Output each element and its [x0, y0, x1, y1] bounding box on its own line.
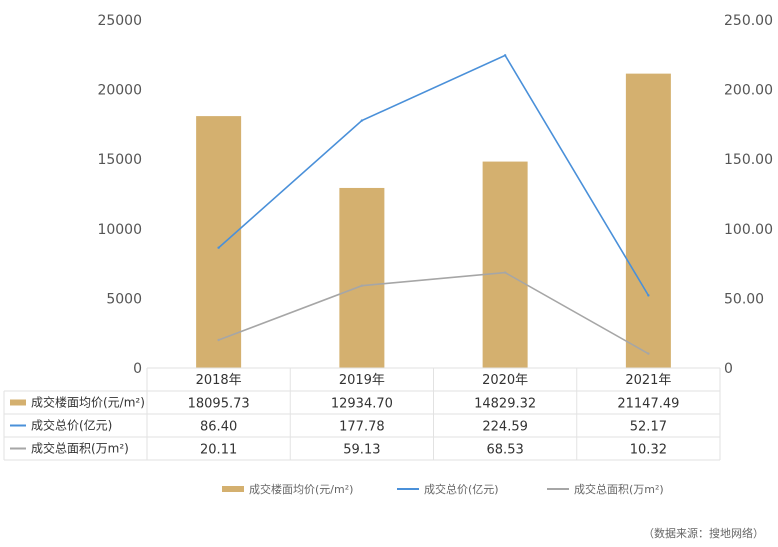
- right-tick-label: 250.00: [724, 13, 773, 29]
- row-key-swatch: [10, 399, 26, 406]
- line-point: [217, 246, 220, 249]
- line-point: [360, 284, 364, 287]
- category-label: 2021年: [625, 373, 671, 388]
- bar: [625, 73, 671, 368]
- right-tick-label: 0: [724, 361, 733, 377]
- table-cell: 10.32: [630, 443, 667, 458]
- line-series: [217, 54, 650, 355]
- line-point: [647, 352, 650, 355]
- bar: [196, 116, 242, 368]
- source-note: （数据来源：搜地网络）: [643, 526, 764, 540]
- bar-series: [196, 73, 671, 368]
- left-tick-label: 20000: [97, 83, 142, 99]
- category-label: 2018年: [196, 373, 242, 388]
- left-tick-label: 0: [133, 361, 142, 377]
- left-tick-label: 15000: [97, 152, 142, 168]
- legend-swatch: [222, 486, 244, 492]
- legend-label: 成交楼面均价(元/m²): [249, 482, 353, 496]
- category-label: 2020年: [482, 373, 528, 388]
- right-axis-ticks: 0 50.00 100.00 150.00 200.00 250.00: [724, 13, 773, 377]
- table-cell: 18095.73: [188, 397, 250, 412]
- right-tick-label: 100.00: [724, 222, 773, 238]
- bar: [482, 161, 528, 368]
- legend-label: 成交总面积(万m²): [574, 482, 664, 496]
- table-cell: 59.13: [343, 443, 380, 458]
- legend-label: 成交总价(亿元): [424, 482, 499, 496]
- total-price-line: [218, 54, 650, 296]
- legend: 成交楼面均价(元/m²) 成交总价(亿元) 成交总面积(万m²): [222, 482, 664, 496]
- line-point: [360, 119, 364, 122]
- table-cell: 177.78: [339, 420, 385, 435]
- category-label: 2019年: [339, 373, 385, 388]
- row-label: 成交楼面均价(元/m²): [31, 395, 145, 410]
- right-tick-label: 200.00: [724, 83, 773, 99]
- left-tick-label: 25000: [97, 13, 142, 29]
- line-point: [503, 54, 507, 57]
- left-tick-label: 5000: [106, 291, 142, 307]
- table-cell: 52.17: [630, 420, 667, 435]
- total-area-line: [218, 271, 649, 355]
- table-cell: 20.11: [200, 443, 237, 458]
- row-label: 成交总面积(万m²): [31, 441, 129, 456]
- line-point: [647, 294, 650, 297]
- line-point: [503, 271, 507, 274]
- right-tick-label: 50.00: [724, 291, 764, 307]
- left-axis-ticks: 0 5000 10000 15000 20000 25000: [97, 13, 142, 377]
- left-tick-label: 10000: [97, 222, 142, 238]
- table-cell: 21147.49: [617, 397, 679, 412]
- table-cell: 12934.70: [331, 397, 393, 412]
- table-cell: 86.40: [200, 420, 237, 435]
- row-label: 成交总价(亿元): [31, 418, 112, 433]
- table-cell: 14829.32: [474, 397, 536, 412]
- table-cell: 224.59: [482, 420, 528, 435]
- bar: [339, 187, 385, 368]
- line-point: [217, 338, 220, 342]
- right-tick-label: 150.00: [724, 152, 773, 168]
- table-cell: 68.53: [487, 443, 524, 458]
